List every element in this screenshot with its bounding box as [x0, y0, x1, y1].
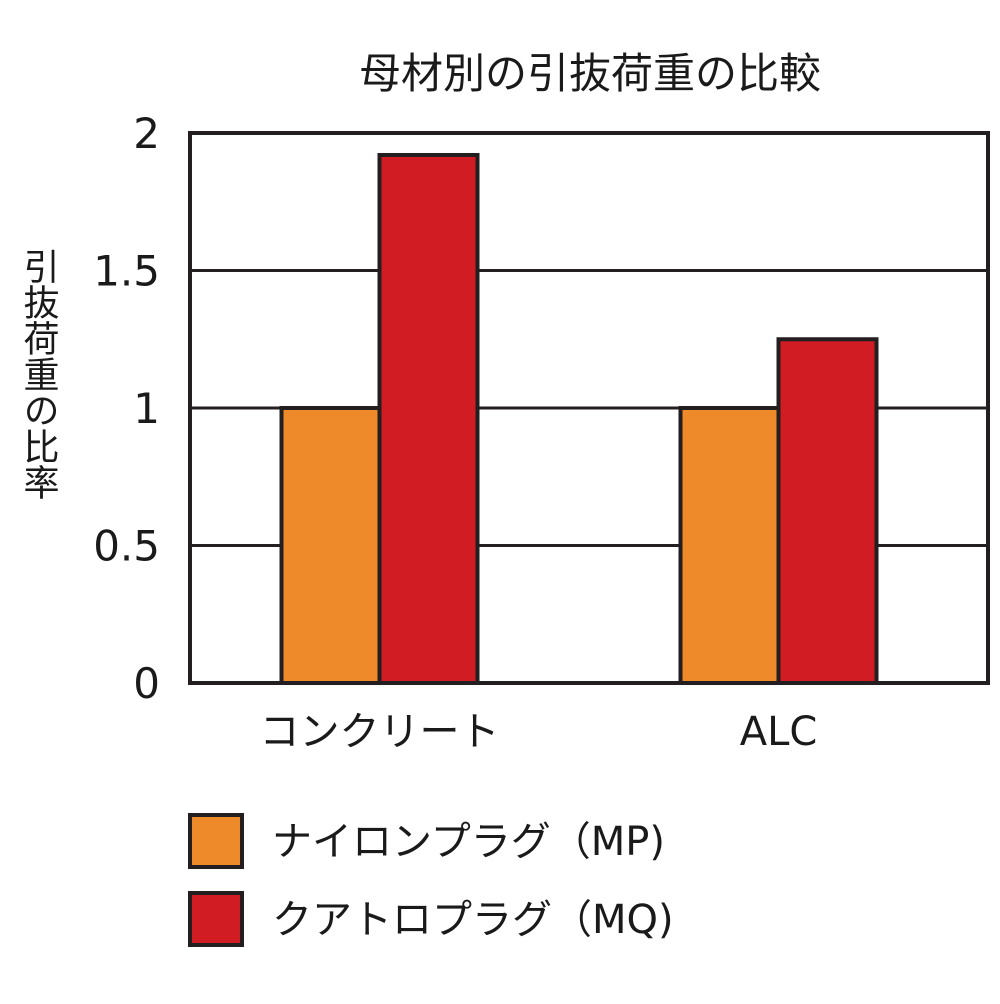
legend-swatch: [188, 813, 244, 869]
y-tick-label: 2: [133, 109, 160, 158]
legend-label: ナイロンプラグ（MP): [272, 819, 665, 865]
x-tick-label: ALC: [740, 709, 818, 755]
legend-label: クアトロプラグ（MQ): [272, 897, 674, 943]
x-tick-layer: コンクリート ALC: [260, 709, 818, 755]
bar: [776, 337, 879, 685]
bar-layer: [279, 153, 879, 685]
x-tick-label: コンクリート: [260, 709, 500, 755]
legend-swatch: [188, 891, 244, 947]
bar: [279, 406, 382, 685]
y-tick-label: 0: [133, 659, 160, 708]
legend: ナイロンプラグ（MP) クアトロプラグ（MQ): [188, 813, 674, 947]
chart-title: 母材別の引抜荷重の比較: [359, 49, 821, 98]
bar: [678, 406, 781, 685]
plot-frame: [188, 131, 990, 685]
y-axis-label: 引抜荷重の比率: [18, 248, 59, 500]
y-tick-label: 1: [133, 384, 160, 433]
y-tick-layer: 0 0.5 1 1.5 2: [93, 109, 160, 708]
bar: [377, 153, 480, 685]
y-tick-label: 1.5: [93, 247, 160, 296]
y-tick-label: 0.5: [93, 522, 160, 571]
